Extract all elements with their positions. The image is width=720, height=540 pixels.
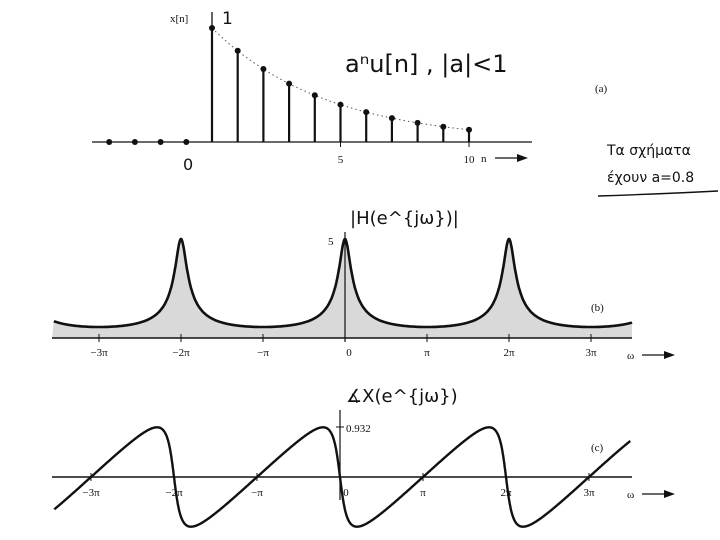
panel-a-stem-point: [311, 92, 318, 99]
panel-c-xtick-label: −3π: [82, 487, 100, 499]
panel-a-stem-point: [363, 109, 370, 116]
panel-c-label: (c): [591, 442, 604, 454]
panel-b-xlabel: ω: [627, 350, 634, 362]
panel-a-xlabel-arrow-icon: [495, 154, 528, 162]
panel-c-xtick-label: 0: [343, 487, 349, 499]
panel-b-magnitude-plot: 5 ω (b) −3π −2π −π 0 π 2π 3π: [52, 232, 675, 362]
handwritten-one: 1: [222, 9, 233, 29]
panel-c-xtick-label: π: [420, 487, 426, 499]
panel-c-xlabel-arrow-icon: [642, 490, 675, 498]
panel-b-peak-label: 5: [328, 236, 334, 248]
panel-a-ylabel: x[n]: [170, 13, 188, 25]
panel-b-curve: [53, 237, 633, 329]
panel-a-xtick-label: 5: [338, 154, 344, 166]
panel-a-stem-point: [234, 47, 241, 54]
panel-a-stem-point: [260, 66, 267, 73]
panel-c-xtick-label: −2π: [165, 487, 183, 499]
side-note-line-2: έχουν a=0.8: [607, 170, 694, 186]
panel-c-curve: [53, 426, 631, 528]
panel-a-stem-point: [388, 115, 395, 122]
side-note-underline: [597, 190, 719, 197]
panel-a-stem-point: [286, 80, 293, 87]
panel-a-stem-point: [440, 123, 447, 130]
panel-c-max-label: 0.932: [346, 423, 371, 435]
side-note-line-1: Τα σχήματα: [606, 143, 691, 159]
panel-a-stem-point: [106, 139, 113, 145]
panel-b-xtick-label: 0: [346, 347, 352, 359]
panel-a-stem-plot: x[n] n (a) 5 10: [92, 12, 608, 166]
panel-a-envelope: [211, 27, 475, 131]
panel-a-stem-point: [466, 126, 472, 133]
panel-c-xtick-label: −π: [251, 487, 263, 499]
panel-a-label: (a): [595, 83, 608, 95]
panel-a-stem-point: [209, 25, 215, 31]
panel-a-stem-point: [337, 101, 344, 108]
handwritten-zero: 0: [183, 155, 193, 174]
panel-b-xtick-label: 2π: [503, 347, 515, 359]
panel-b-xtick-label: −π: [257, 347, 269, 359]
panel-c-xtick-label: 2π: [500, 487, 512, 499]
panel-c-xlabel: ω: [627, 489, 634, 501]
handwritten-formula: aⁿu[n] , |a|<1: [345, 50, 508, 78]
panel-b-xtick-label: 3π: [585, 347, 597, 359]
panel-a-stem-point: [183, 139, 190, 145]
panel-a-stem-point: [414, 119, 421, 126]
panel-b-xlabel-arrow-icon: [642, 351, 675, 359]
panel-b-xtick-label: −2π: [172, 347, 190, 359]
panel-b-xtick-label: −3π: [90, 347, 108, 359]
panel-a-stem-point: [131, 139, 138, 145]
panel-c-xtick-label: 3π: [583, 487, 595, 499]
handwritten-magnitude-title: |H(e^{jω})|: [350, 208, 459, 229]
handwritten-phase-title: ∡X(e^{jω}): [346, 386, 458, 407]
panel-b-xtick-label: π: [424, 347, 430, 359]
panel-a-xlabel: n: [481, 153, 487, 165]
panel-c-phase-plot: 0.932 ω (c) −3π −2π −π 0 π 2π 3π: [52, 410, 675, 528]
panel-a-xtick-label: 10: [464, 154, 476, 166]
panel-a-stem-point: [157, 139, 164, 145]
panel-b-label: (b): [591, 302, 604, 314]
